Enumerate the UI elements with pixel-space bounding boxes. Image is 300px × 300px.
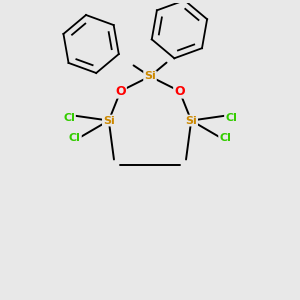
Text: Si: Si xyxy=(144,71,156,81)
Text: Cl: Cl xyxy=(225,112,237,123)
Text: Si: Si xyxy=(185,116,197,126)
Text: Cl: Cl xyxy=(69,133,81,143)
Text: Cl: Cl xyxy=(63,112,75,123)
Text: O: O xyxy=(115,85,126,98)
Text: O: O xyxy=(174,85,185,98)
Text: Cl: Cl xyxy=(219,133,231,143)
Text: Si: Si xyxy=(103,116,115,126)
